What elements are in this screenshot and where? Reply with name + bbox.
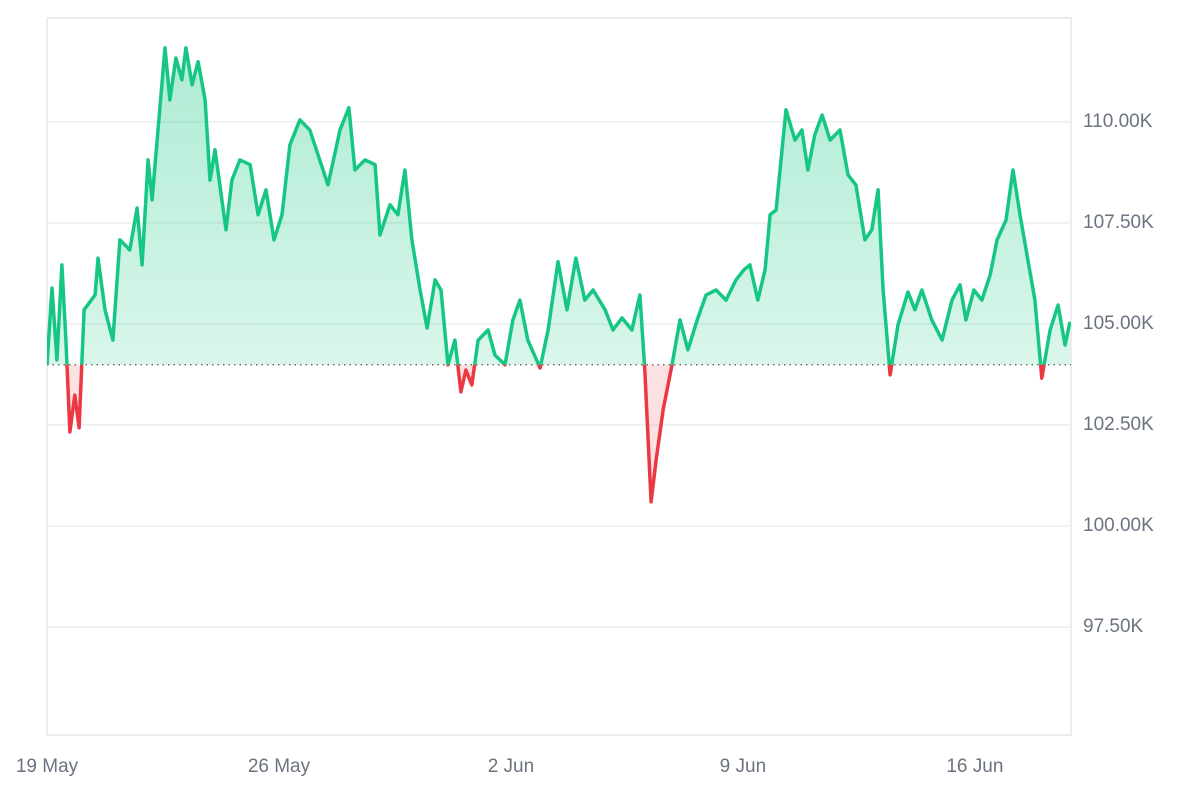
x-tick-label: 2 Jun: [488, 756, 534, 777]
x-tick-label: 16 Jun: [946, 756, 1003, 777]
y-tick-label: 110.00K: [1083, 111, 1153, 132]
x-tick-label: 26 May: [248, 756, 311, 777]
y-tick-label: 105.00K: [1083, 313, 1154, 334]
y-tick-label: 102.50K: [1083, 414, 1154, 435]
x-tick-label: 19 May: [16, 756, 79, 777]
x-tick-label: 9 Jun: [720, 756, 766, 777]
y-tick-label: 100.00K: [1083, 515, 1154, 536]
y-tick-label: 97.50K: [1083, 616, 1144, 637]
price-line-up: [47, 46, 1071, 365]
area-up: [47, 47, 1070, 365]
plot-frame: [46, 17, 1072, 736]
y-tick-label: 107.50K: [1083, 212, 1154, 233]
